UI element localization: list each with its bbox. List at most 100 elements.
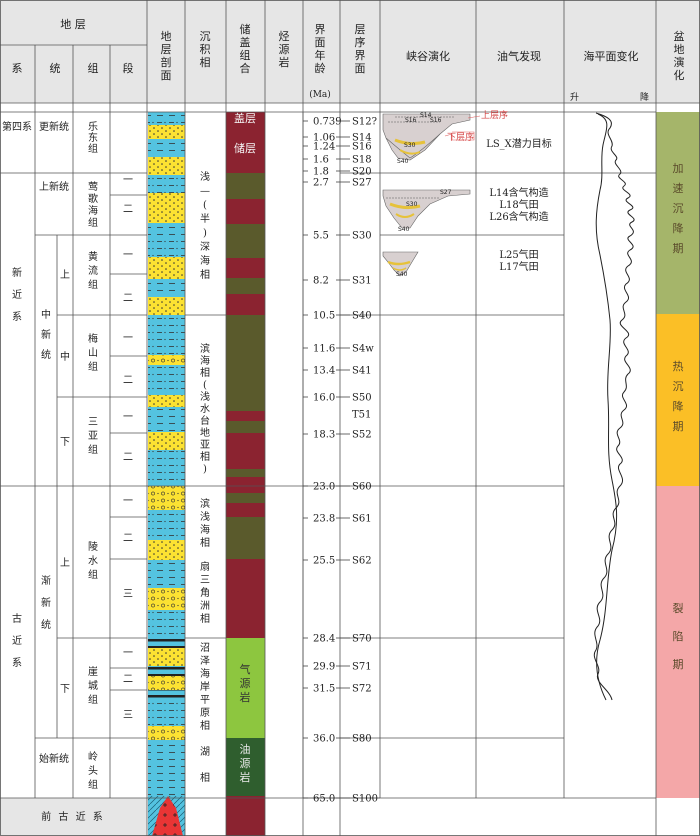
canyon-s16-label: S16 (405, 117, 417, 124)
canyon-s40-label: S40 (397, 158, 409, 165)
sequence-label: S61 (352, 514, 372, 525)
sequence-label: S100 (352, 794, 378, 805)
age-label: 23.0 (313, 482, 335, 493)
discovery-l26: L26含气构造 (489, 210, 548, 223)
group-ledong-text: 乐东组 (88, 121, 98, 155)
header-basin: 盆地演化 (674, 29, 685, 82)
header-series: 统 (50, 62, 61, 75)
sequence-label: S20 (352, 167, 372, 178)
cap-layer-label: 盖层 (234, 111, 256, 125)
header-source-rock-text: 烃源岩 (279, 30, 290, 69)
header-facies: 沉积相 (200, 30, 211, 69)
age-label: 1.8 (313, 167, 329, 178)
strata-labels: 第四系 新近系 古近系 前 古 近 系 更新统 上新统 中新统 渐新统 始新统 … (2, 120, 133, 823)
sequence-label: S60 (352, 482, 372, 493)
pre-paleogene-background (0, 798, 147, 836)
discovery-l17: L17气田 (499, 260, 538, 273)
system-paleogene-text: 古近系 (12, 612, 22, 669)
basin-stage-accelerated-text: 加速沉降期 (673, 162, 684, 255)
member-huangliu-2: 二 (123, 293, 133, 304)
series-oligocene-text: 渐新统 (41, 574, 51, 631)
sequence-label: S52 (352, 430, 372, 441)
header-sequence-boundary: 层序界面 (355, 23, 366, 75)
member-lingshui-3: 三 (123, 589, 133, 600)
granite-body (152, 796, 183, 836)
age-label: 16.0 (313, 393, 335, 404)
sequence-label: S14 (352, 133, 372, 144)
facies-shallow-sea-text: 滨浅海相 (200, 497, 210, 549)
sequence-label: S40 (352, 311, 372, 322)
member-sanya-2: 二 (123, 452, 133, 463)
age-label: 13.4 (313, 366, 335, 377)
discovery-l25: L25气田 (499, 248, 538, 261)
facies-deep-sea-text: 浅— (半)深海相 (200, 170, 210, 281)
sequence-label: S80 (352, 734, 372, 745)
age-label: 8.2 (313, 276, 329, 287)
series-pleistocene-text: 更新统 (39, 120, 69, 133)
header-facies-text: 沉积相 (200, 30, 211, 69)
sequence-label: S71 (352, 662, 372, 673)
oil-source-rock: 油源岩 (240, 742, 251, 784)
age-label: 11.6 (313, 344, 335, 355)
member-yacheng-1: 一 (123, 648, 133, 659)
header-strata: 地 层 (60, 18, 86, 31)
age-label: 1.06 (313, 133, 335, 144)
canyon2-s27-label: S27 (440, 189, 452, 196)
sequence-label: S18 (352, 155, 372, 166)
reservoir-layer-label: 储层 (234, 141, 256, 155)
basin-stage-thermal-text: 热沉降期 (673, 360, 684, 433)
header-sea-level: 海平面变化 (584, 49, 639, 63)
subseries-upper-oligocene: 上 (60, 557, 70, 569)
discovery-ls-x: LS_X潜力目标 (486, 137, 552, 150)
canyon-s16-label-2: S16 (430, 117, 442, 124)
lithology-column (148, 112, 185, 836)
member-lingshui-1: 一 (123, 496, 133, 507)
canyon-s30-label: S30 (404, 142, 416, 149)
canyon-sketch-1: S14 S16 S16 S30 S40 上层序 下层序 (382, 109, 508, 165)
basin-evolution-column: 加速沉降期 热沉降期 裂陷期 (656, 112, 700, 798)
header-boundary-age-text: 界面年龄 (315, 23, 326, 75)
system-quaternary-text: 第四系 (2, 120, 32, 133)
canyon-sketch-3: S40 (382, 251, 419, 278)
member-meishan-1: 一 (123, 333, 133, 344)
header-basin-text: 盆地演化 (674, 29, 685, 82)
header-system: 系 (12, 62, 23, 75)
canyon3-s40-label: S40 (396, 271, 408, 278)
group-lingtou-text: 岭头组 (88, 750, 98, 791)
header-canyon: 峡谷演化 (406, 49, 450, 63)
age-label: 10.5 (313, 311, 335, 322)
group-meishan-text: 梅山组 (88, 332, 98, 373)
basin-stage-rifting-text: 裂陷期 (673, 602, 684, 671)
facies-littoral-text: 滨海相(浅水台地亚相) (200, 342, 210, 475)
age-label: 25.5 (313, 556, 335, 567)
age-label: 36.0 (313, 734, 335, 745)
age-label: 0.739 (313, 117, 342, 128)
subseries-lower-oligocene: 下 (60, 684, 70, 695)
sequence-label: S12? (352, 117, 377, 128)
header-boundary-age: 界面年龄 (Ma) (309, 23, 331, 100)
age-label: 65.0 (313, 794, 335, 805)
gas-source-rock: 气源岩 (240, 662, 251, 704)
discovery-l14: L14含气构造 (489, 186, 548, 199)
series-miocene-text: 中新统 (41, 308, 51, 361)
series-pliocene-text: 上新统 (39, 180, 69, 193)
header-group: 组 (88, 61, 99, 75)
header-age-unit: (Ma) (309, 89, 331, 100)
sequence-label: S70 (352, 634, 372, 645)
member-sanya-1: 一 (123, 412, 133, 423)
age-label: 23.8 (313, 514, 335, 525)
group-sanya-text: 三亚组 (88, 417, 98, 456)
header-background (0, 0, 700, 103)
facies-lake-text: 湖相 (200, 746, 210, 784)
sea-level-curves (593, 112, 635, 701)
header-member: 段 (123, 61, 134, 75)
system-pre-paleogene-text: 前 古 近 系 (41, 810, 105, 823)
canyon-evolution: S14 S16 S16 S30 S40 上层序 下层序 S30 S40 S27 … (382, 109, 508, 278)
subseries-upper-miocene: 上 (60, 269, 70, 281)
sequence-label: S30 (352, 231, 372, 242)
group-yacheng-text: 崖城组 (88, 666, 98, 706)
basin-stage-accelerated (656, 112, 700, 314)
